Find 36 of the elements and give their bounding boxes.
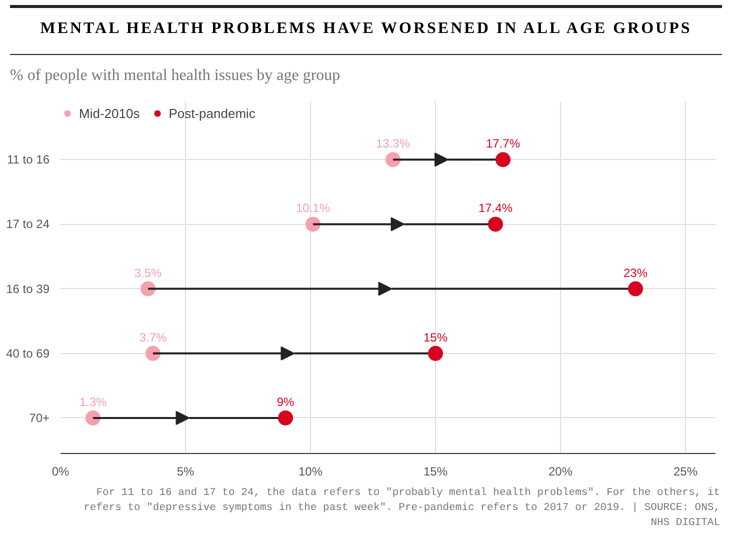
y-tick-label: 40 to 69 (6, 346, 50, 360)
point (428, 346, 443, 361)
data-label: 23% (623, 266, 648, 280)
y-tick-label: 70+ (29, 410, 50, 425)
data-label: 17.7% (486, 136, 520, 151)
point (278, 410, 293, 426)
point (386, 152, 400, 168)
data-label: 1.3% (79, 394, 108, 409)
x-tick-label: 20% (548, 464, 573, 478)
data-label: 9% (276, 394, 294, 409)
data-label: 17.4% (478, 201, 513, 216)
point (146, 346, 160, 361)
point (496, 152, 510, 168)
text: For 11 to 16 and 17 to 24, the data refers to "probably mental health problems". For the others, it refers to "depressive symptoms in the past week". Pre-pandemic refers to 2017 or 2019. | SOURCE: ONS, NHS DIGITAL (82, 486, 720, 531)
point (628, 281, 643, 296)
legend-label: Post-pandemic (168, 106, 256, 120)
legend-label: Mid-2010s (79, 106, 140, 120)
x-tick-label: 0% (52, 464, 70, 478)
point (86, 410, 100, 426)
data-label: 3.7% (139, 330, 168, 344)
y-tick-label: 11 to 16 (7, 152, 50, 167)
x-tick-label: 5% (176, 464, 194, 478)
data-label: 3.5% (134, 266, 162, 280)
point (488, 216, 503, 232)
point (306, 216, 320, 232)
x-tick-label: 25% (673, 464, 698, 478)
data-label: 15% (423, 330, 448, 344)
y-tick-label: 17 to 24 (6, 217, 50, 232)
chart-title: MENTAL HEALTH PROBLEMS HAVE WORSENED IN ALL AGE GROUPS (40, 19, 692, 39)
y-tick-label: 16 to 39 (6, 282, 50, 296)
chart-subtitle: % of people with mental health issues by age group (10, 66, 340, 86)
point (140, 281, 156, 296)
data-label: 13.3% (376, 136, 410, 151)
x-tick-label: 15% (423, 464, 448, 478)
x-tick-label: 10% (298, 464, 323, 478)
data-label: 10.1% (296, 201, 330, 216)
